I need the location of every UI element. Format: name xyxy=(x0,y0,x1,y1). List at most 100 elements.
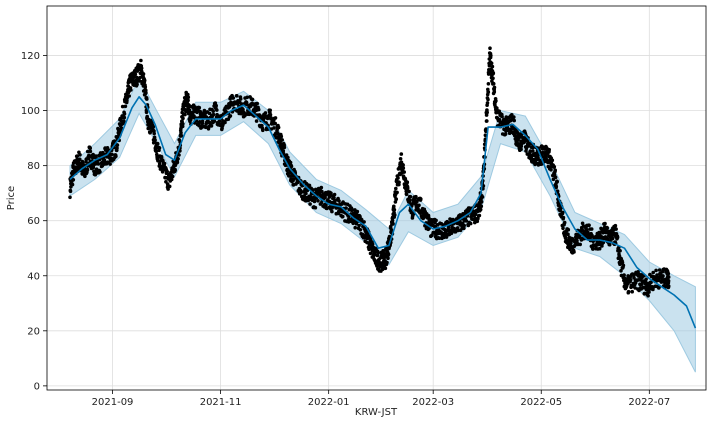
observed-point xyxy=(180,124,185,129)
observed-point xyxy=(272,126,276,130)
observed-point xyxy=(368,251,373,256)
observed-point xyxy=(344,206,348,210)
observed-point xyxy=(276,125,281,130)
observed-point xyxy=(298,188,303,193)
observed-point xyxy=(628,278,633,282)
x-tick-label: 2021-09 xyxy=(92,397,134,408)
x-tick-label: 2022-01 xyxy=(308,397,350,408)
observed-point xyxy=(280,138,285,142)
observed-point xyxy=(490,64,495,69)
observed-point xyxy=(621,263,626,268)
observed-point xyxy=(405,180,410,184)
observed-point xyxy=(434,218,438,223)
observed-point xyxy=(238,97,243,101)
observed-point xyxy=(138,75,142,80)
observed-point xyxy=(316,199,320,203)
y-tick-label: 100 xyxy=(21,106,40,117)
observed-point xyxy=(250,97,255,102)
observed-point xyxy=(200,119,205,124)
observed-point xyxy=(401,163,405,167)
observed-point xyxy=(211,109,215,113)
x-tick-label: 2022-07 xyxy=(628,397,670,408)
observed-point xyxy=(485,110,490,115)
observed-point xyxy=(151,125,156,129)
observed-point xyxy=(157,146,162,150)
observed-point xyxy=(398,157,403,161)
observed-point xyxy=(466,223,471,228)
observed-point xyxy=(654,268,658,273)
observed-point xyxy=(479,204,484,209)
observed-point xyxy=(86,156,91,161)
observed-point xyxy=(566,232,570,236)
observed-point xyxy=(408,194,413,199)
observed-point xyxy=(332,195,336,200)
y-tick-label: 20 xyxy=(27,326,40,337)
observed-point xyxy=(492,85,497,90)
observed-point xyxy=(381,249,386,253)
observed-point xyxy=(245,102,249,107)
forecast-line xyxy=(69,96,697,329)
observed-point xyxy=(282,145,287,150)
observed-point xyxy=(144,110,149,115)
observed-point xyxy=(207,111,212,116)
observed-point xyxy=(494,99,498,103)
observed-point xyxy=(386,252,391,257)
y-tick-label: 60 xyxy=(27,216,40,227)
observed-point xyxy=(497,117,502,122)
observed-point xyxy=(550,158,555,163)
observed-point xyxy=(549,168,553,172)
observed-point xyxy=(610,236,615,241)
observed-point xyxy=(105,146,110,150)
observed-point xyxy=(394,186,398,191)
observed-point xyxy=(255,101,259,106)
observed-point xyxy=(88,149,93,154)
observed-point xyxy=(547,147,551,152)
observed-point xyxy=(613,223,618,228)
observed-point xyxy=(620,260,625,265)
observed-point xyxy=(484,113,489,117)
observed-point xyxy=(141,72,146,76)
observed-point xyxy=(580,221,585,226)
observed-point xyxy=(661,274,665,278)
observed-point xyxy=(209,124,214,128)
observed-point xyxy=(132,75,136,79)
observed-point xyxy=(389,228,394,232)
observed-point xyxy=(451,217,455,222)
observed-point xyxy=(197,105,202,110)
observed-point xyxy=(353,225,358,230)
observed-point xyxy=(615,235,620,240)
observed-point xyxy=(312,199,317,204)
observed-point xyxy=(572,250,576,254)
observed-point xyxy=(477,213,482,218)
observed-point xyxy=(554,184,559,189)
observed-point xyxy=(630,289,634,294)
observed-point xyxy=(417,203,421,208)
y-axis-label: Price xyxy=(6,186,17,210)
observed-point xyxy=(394,197,399,201)
observed-point xyxy=(167,184,172,189)
observed-point xyxy=(622,273,626,277)
observed-point xyxy=(155,142,160,146)
observed-point xyxy=(561,215,566,220)
observed-point xyxy=(392,208,397,212)
observed-point xyxy=(376,251,380,255)
x-tick-label: 2022-05 xyxy=(520,397,562,408)
observed-point xyxy=(393,200,398,204)
axis-ticks: 0 20 40 60 80 100 120 2021-09 2021-11 2022-01 2022… xyxy=(21,51,670,408)
observed-point xyxy=(591,247,595,251)
observed-point xyxy=(574,236,579,240)
y-tick-label: 120 xyxy=(21,51,40,62)
observed-point xyxy=(179,134,184,138)
observed-point xyxy=(186,98,190,103)
x-tick-label: 2021-11 xyxy=(200,397,242,408)
observed-point xyxy=(176,157,180,161)
observed-point xyxy=(215,108,219,112)
observed-point xyxy=(485,119,489,123)
observed-point xyxy=(647,290,651,294)
observed-point xyxy=(181,122,185,126)
observed-point xyxy=(618,249,622,253)
observed-point xyxy=(273,116,278,120)
observed-point xyxy=(456,228,460,233)
observed-point xyxy=(475,219,480,224)
